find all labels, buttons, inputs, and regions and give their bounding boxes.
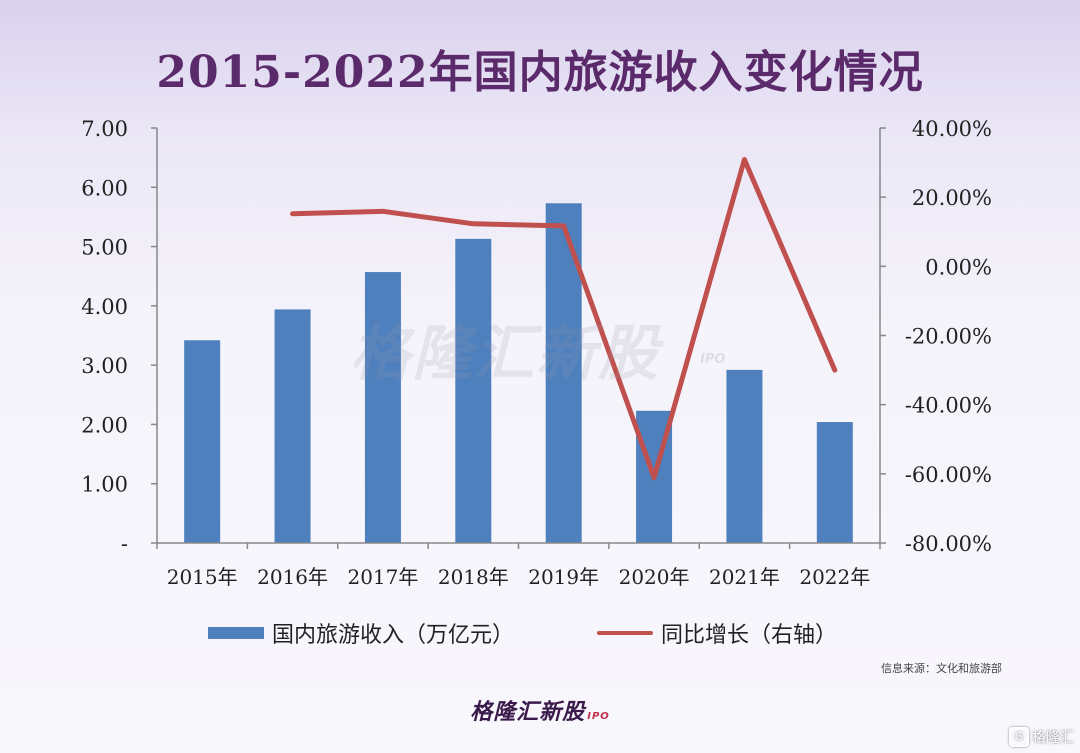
legend-bar-label: 国内旅游收入（万亿元） xyxy=(272,623,515,648)
chart-legend: 国内旅游收入（万亿元） 同比增长（右轴） xyxy=(0,617,1080,649)
legend-line-label: 同比增长（右轴） xyxy=(661,623,838,648)
left-tick-label: 1.00 xyxy=(81,473,128,497)
right-tick-label: -80.00% xyxy=(905,532,992,556)
left-tick-label: 7.00 xyxy=(81,117,128,141)
x-tick-label: 2021年 xyxy=(709,565,780,589)
bar xyxy=(455,238,492,543)
left-tick-label: 2.00 xyxy=(81,413,128,437)
right-tick-label: 20.00% xyxy=(912,186,992,210)
corner-logo: G 格隆汇 xyxy=(1009,727,1074,747)
legend-bar-swatch xyxy=(208,627,264,639)
bar xyxy=(816,422,853,543)
legend-item-bar: 国内旅游收入（万亿元） xyxy=(208,617,514,649)
growth-line xyxy=(290,157,838,481)
x-tick-label: 2016年 xyxy=(257,565,328,589)
right-tick-label: 0.00% xyxy=(925,255,992,279)
right-tick-label: -60.00% xyxy=(905,463,992,487)
left-tick-label: - xyxy=(121,532,128,556)
corner-logo-icon: G xyxy=(1009,727,1029,747)
left-tick-label: 3.00 xyxy=(81,354,128,378)
legend-line-swatch xyxy=(597,631,653,635)
left-tick-label: 4.00 xyxy=(81,295,128,319)
x-tick-label: 2015年 xyxy=(167,565,238,589)
bar xyxy=(726,369,763,543)
watermark-sub: IPO xyxy=(700,352,726,367)
x-tick-label: 2017年 xyxy=(347,565,418,589)
x-tick-label: 2020年 xyxy=(619,565,690,589)
bar xyxy=(274,309,311,543)
corner-logo-text: 格隆汇 xyxy=(1032,730,1074,746)
brand-logo: 格隆汇新股 IPO xyxy=(0,694,1080,726)
left-tick-label: 5.00 xyxy=(81,236,128,260)
x-tick-label: 2018年 xyxy=(438,565,509,589)
right-tick-label: 40.00% xyxy=(912,117,992,141)
x-tick-label: 2022年 xyxy=(799,565,870,589)
x-tick-label: 2019年 xyxy=(528,565,599,589)
brand-text: 格隆汇新股 xyxy=(470,700,586,725)
bar xyxy=(364,272,401,543)
brand-ipo: IPO xyxy=(587,711,610,722)
right-tick-label: -40.00% xyxy=(905,394,992,418)
left-tick-label: 6.00 xyxy=(81,176,128,200)
right-tick-label: -20.00% xyxy=(905,325,992,349)
source-note: 信息来源：文化和旅游部 xyxy=(881,662,1002,675)
bar xyxy=(184,340,221,543)
legend-item-line: 同比增长（右轴） xyxy=(597,617,837,649)
chart-title: 2015-2022年国内旅游收入变化情况 xyxy=(156,47,924,98)
